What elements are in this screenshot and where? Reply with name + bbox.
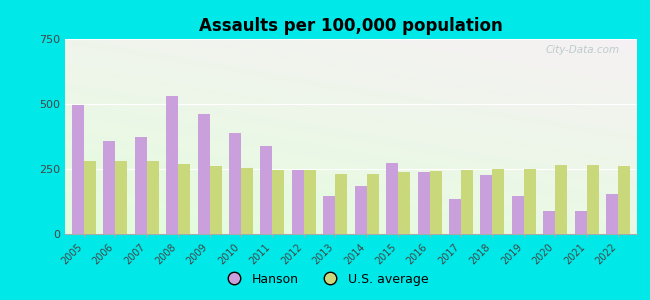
- Bar: [386, 163, 398, 234]
- Bar: [618, 166, 630, 234]
- Bar: [304, 169, 316, 234]
- Bar: [480, 175, 493, 234]
- Bar: [543, 211, 555, 234]
- Bar: [418, 172, 430, 234]
- Bar: [398, 172, 410, 234]
- Bar: [512, 196, 524, 234]
- Bar: [335, 174, 347, 234]
- Bar: [272, 169, 284, 234]
- Bar: [587, 165, 599, 234]
- Bar: [323, 196, 335, 234]
- Bar: [449, 199, 461, 234]
- Bar: [575, 211, 587, 234]
- Bar: [524, 169, 536, 234]
- Title: Assaults per 100,000 population: Assaults per 100,000 population: [199, 17, 503, 35]
- Bar: [355, 186, 367, 234]
- Bar: [209, 166, 222, 234]
- Bar: [84, 161, 96, 234]
- Bar: [103, 141, 115, 234]
- Bar: [606, 194, 618, 234]
- Bar: [493, 169, 504, 234]
- Bar: [72, 104, 84, 234]
- Bar: [115, 161, 127, 234]
- Bar: [135, 136, 147, 234]
- Bar: [147, 161, 159, 234]
- Bar: [555, 165, 567, 234]
- Bar: [178, 164, 190, 234]
- Bar: [430, 171, 441, 234]
- Bar: [166, 96, 178, 234]
- Bar: [241, 168, 253, 234]
- Bar: [229, 133, 241, 234]
- Bar: [292, 169, 304, 234]
- Bar: [198, 114, 209, 234]
- Text: City-Data.com: City-Data.com: [546, 45, 620, 55]
- Bar: [261, 146, 272, 234]
- Bar: [367, 174, 379, 234]
- Legend: Hanson, U.S. average: Hanson, U.S. average: [217, 268, 433, 291]
- Bar: [461, 169, 473, 234]
